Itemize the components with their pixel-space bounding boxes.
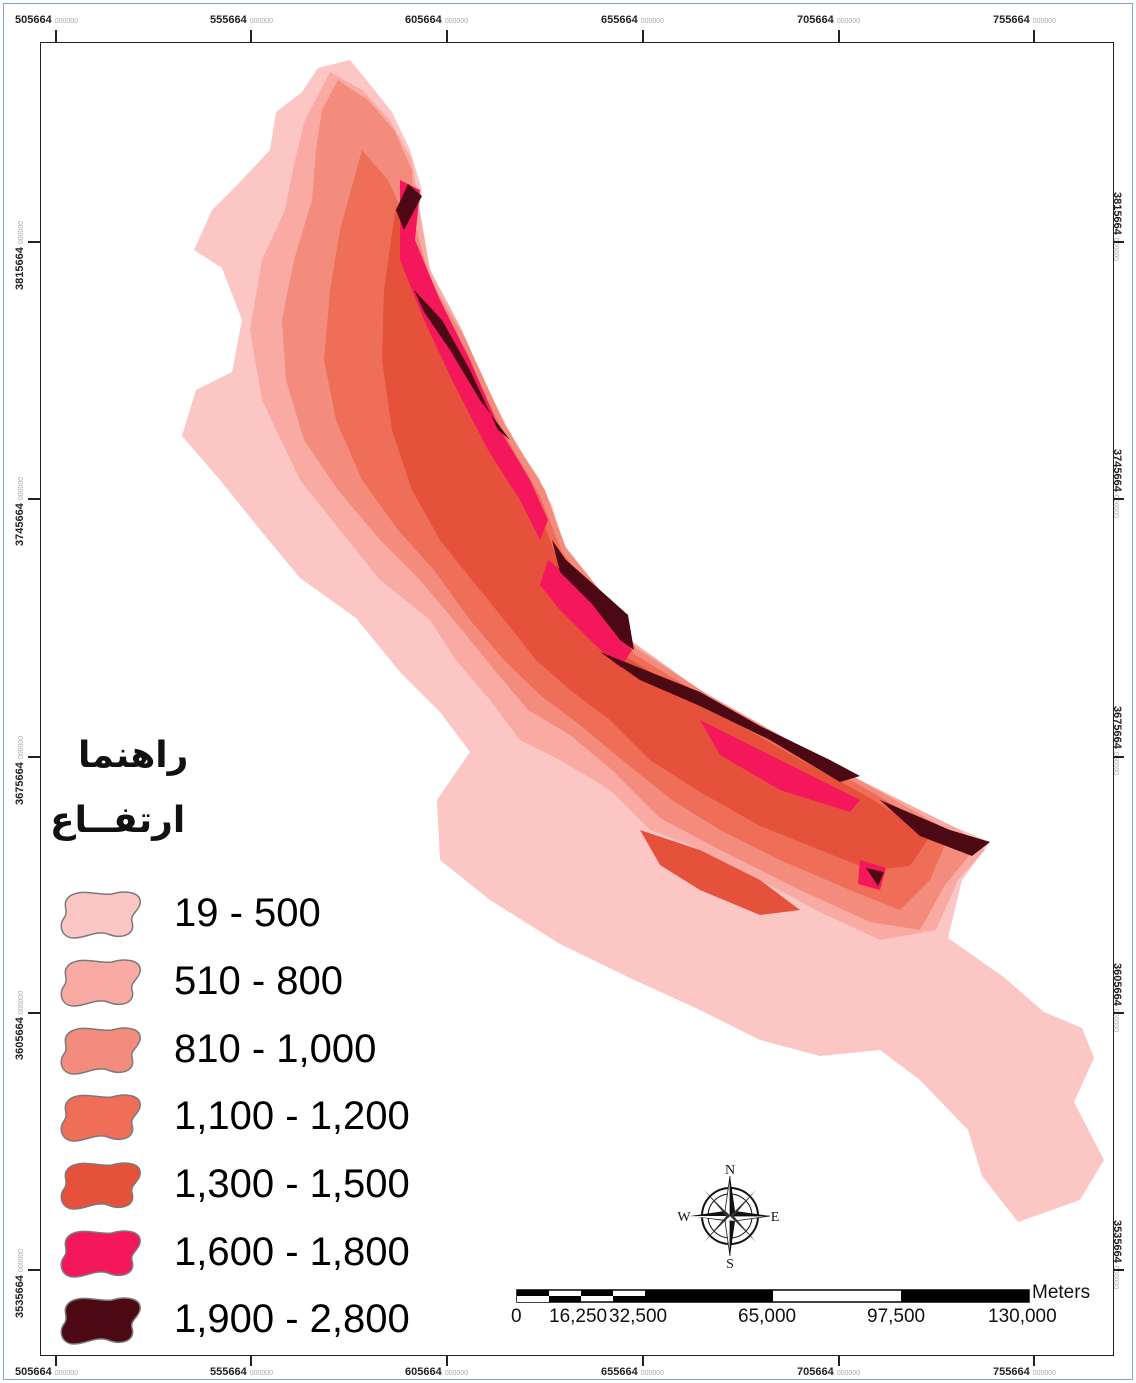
legend-title: راهنما bbox=[78, 735, 189, 776]
legend-item: 1,300 - 1,500 bbox=[56, 1155, 410, 1213]
legend-item: 1,600 - 1,800 bbox=[56, 1223, 410, 1281]
scale-label: 16,250 bbox=[549, 1306, 608, 1327]
zone-1900-2800 bbox=[880, 800, 990, 856]
tick-mark bbox=[250, 1356, 252, 1366]
tick-mark bbox=[446, 1356, 448, 1366]
scale-label: 97,500 bbox=[867, 1306, 926, 1327]
tick-mark bbox=[838, 30, 840, 42]
x-tick-bottom: 755664 000000 bbox=[993, 1366, 1057, 1378]
zone-1600-1800 bbox=[400, 180, 548, 540]
legend-label: 510 - 800 bbox=[174, 958, 344, 1003]
legend-swatch bbox=[60, 1230, 141, 1278]
legend-label: 1,300 - 1,500 bbox=[174, 1161, 410, 1206]
tick-mark bbox=[28, 1012, 40, 1014]
scale-label: 65,000 bbox=[738, 1306, 797, 1327]
tick-mark bbox=[642, 30, 644, 42]
legend-swatch bbox=[60, 1297, 141, 1345]
zone-1900-2800 bbox=[396, 184, 422, 230]
scale-label: 32,500 bbox=[609, 1306, 668, 1327]
legend-label: 1,600 - 1,800 bbox=[174, 1229, 410, 1274]
legend-label: 19 - 500 bbox=[174, 890, 321, 935]
legend-label: 810 - 1,000 bbox=[174, 1026, 377, 1071]
tick-mark bbox=[28, 498, 40, 500]
x-tick-bottom: 705664 000000 bbox=[797, 1366, 861, 1378]
legend-label: 1,100 - 1,200 bbox=[174, 1093, 410, 1138]
tick-mark bbox=[1114, 498, 1124, 500]
x-tick-bottom: 605664 000000 bbox=[405, 1366, 469, 1378]
legend-swatch bbox=[60, 1027, 141, 1075]
legend-item: 510 - 800 bbox=[56, 952, 343, 1010]
zone-1900-2800 bbox=[866, 868, 884, 886]
x-tick-top: 505664 000000 bbox=[15, 14, 79, 26]
legend-swatch bbox=[60, 1094, 141, 1142]
scale-label: 130,000 bbox=[988, 1306, 1057, 1327]
legend-swatch bbox=[60, 1162, 141, 1210]
zone-1900-2800 bbox=[414, 290, 510, 440]
legend-label: 1,900 - 2,800 bbox=[174, 1296, 410, 1341]
zone-1600-1800 bbox=[540, 560, 632, 668]
tick-mark bbox=[28, 756, 40, 758]
compass-w: W bbox=[677, 1210, 691, 1225]
compass-e: E bbox=[771, 1210, 780, 1225]
legend-swatch bbox=[60, 959, 141, 1007]
tick-mark bbox=[28, 1269, 40, 1271]
x-tick-bottom: 505664 000000 bbox=[15, 1366, 79, 1378]
legend-subtitle: ارتفــاع bbox=[50, 800, 186, 841]
map-frame bbox=[40, 42, 1114, 1356]
scale-label: 0 bbox=[511, 1306, 522, 1327]
scale-bar bbox=[516, 1289, 1030, 1303]
zone-1900-2800 bbox=[552, 540, 634, 650]
legend-swatch bbox=[60, 891, 141, 939]
legend-item: 19 - 500 bbox=[56, 884, 321, 942]
x-tick-top: 655664 000000 bbox=[601, 14, 665, 26]
tick-mark bbox=[1114, 1012, 1124, 1014]
scale-unit: Meters bbox=[1032, 1282, 1091, 1303]
compass-s: S bbox=[726, 1257, 734, 1270]
page-border bbox=[3, 3, 1133, 1380]
tick-mark bbox=[838, 1356, 840, 1366]
north-arrow-icon: N S W E bbox=[677, 1164, 780, 1270]
tick-mark bbox=[55, 30, 57, 42]
tick-mark bbox=[28, 241, 40, 243]
tick-mark bbox=[1033, 1356, 1035, 1366]
legend-item: 1,100 - 1,200 bbox=[56, 1087, 410, 1145]
x-tick-bottom: 655664 000000 bbox=[601, 1366, 665, 1378]
tick-mark bbox=[1114, 1269, 1124, 1271]
zone-1300-1500 bbox=[382, 205, 930, 870]
compass-n: N bbox=[725, 1164, 735, 1178]
x-tick-top: 705664 000000 bbox=[797, 14, 861, 26]
tick-mark bbox=[1033, 30, 1035, 42]
tick-mark bbox=[250, 30, 252, 42]
tick-mark bbox=[446, 30, 448, 42]
legend-item: 1,900 - 2,800 bbox=[56, 1290, 410, 1348]
x-tick-top: 605664 000000 bbox=[405, 14, 469, 26]
x-tick-top: 755664 000000 bbox=[993, 14, 1057, 26]
legend-item: 810 - 1,000 bbox=[56, 1020, 376, 1078]
tick-mark bbox=[1114, 756, 1124, 758]
x-tick-bottom: 555664 000000 bbox=[210, 1366, 274, 1378]
zone-1300-1500 bbox=[640, 830, 800, 915]
zone-1900-2800 bbox=[600, 652, 860, 782]
tick-mark bbox=[1114, 241, 1124, 243]
zone-1600-1800 bbox=[700, 720, 860, 812]
x-tick-top: 555664 000000 bbox=[210, 14, 274, 26]
tick-mark bbox=[642, 1356, 644, 1366]
tick-mark bbox=[55, 1356, 57, 1366]
